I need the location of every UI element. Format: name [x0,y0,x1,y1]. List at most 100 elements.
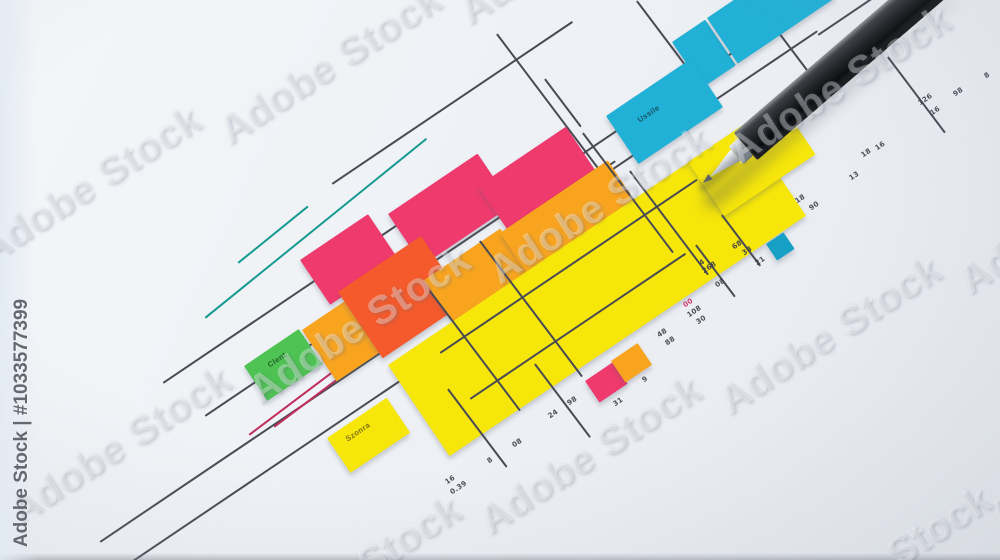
dark-line [204,213,504,417]
green-block [244,329,323,401]
tick-number: 98 [952,86,965,99]
dark-line [479,240,583,378]
cyan-strip-b [606,58,723,165]
crimson-line [248,295,434,436]
dark-line [754,0,810,74]
tick-number: 13 [848,170,861,183]
dark-line [695,244,736,298]
tick-number: 48 [656,327,669,340]
yellow-upper [688,100,816,216]
pen-ball-tip [701,174,713,186]
teal-line [237,205,309,264]
dark-line [447,388,508,468]
tick-number: 00 [682,297,695,310]
tick-number: 88 [664,335,677,348]
watermark-left-strip [0,0,38,560]
tick-number: 18 [860,147,873,160]
watermark-text: Adobe Stock [720,0,959,173]
tick-number: 38 [741,245,754,258]
dark-line [162,208,421,384]
tick-number: 16 [444,474,457,487]
tick-number: 24 [547,408,560,421]
pen-barrel [733,0,969,161]
pink-seg-3 [478,126,611,253]
dark-line [469,252,686,400]
dark-line [629,170,709,276]
orange-seg-1 [302,271,423,382]
ballpoint-pen [691,0,970,197]
tick-number: 18 [794,193,807,206]
teal-line [204,137,427,319]
tick-number: 4 [698,258,707,268]
yellow-main [388,124,806,457]
stock-id-watermark: Adobe Stock | #1033577399 [11,298,32,548]
dark-line [609,30,818,172]
dark-line [479,37,755,224]
dark-line [331,20,573,185]
watermark-text: Adobe Stock [470,366,709,543]
tick-number: 16 [929,105,942,118]
orange-small-block [611,343,653,383]
tick-number: 108 [686,304,704,320]
dark-line [887,56,946,134]
dark-line [544,78,582,128]
watermark-text: Adobe Stock [761,477,1000,560]
crimson-line [273,278,471,428]
pink-seg-1 [300,214,399,305]
pen-tip-shadow [697,154,741,194]
pink-small-block [585,361,628,403]
dark-line [721,214,762,267]
watermark-text: Adobe Stock [710,246,949,423]
dark-line [132,280,548,560]
dark-line [439,178,698,354]
watermark-text: Adobe Stock [950,127,1000,303]
dark-line [429,290,521,412]
cyan-square [766,232,795,261]
dark-line [534,363,592,438]
watermark-text: Adobe Stock [210,0,449,153]
pen-ferrule [728,137,753,164]
dark-line [496,33,603,175]
tick-number: 16 [874,140,887,153]
yellow-small-block [327,397,411,473]
paper-bottom-edge [0,553,1000,560]
tick-number: 08 [714,277,727,290]
tick-number: 98 [566,395,579,408]
tick-number: 126 [917,92,935,108]
tick-number: 0.39 [449,479,469,497]
watermark-text: Adobe Stock [480,116,719,293]
dark-line [817,0,877,36]
watermark-text: Adobe Stock [231,487,470,560]
cyan-strip-a1 [672,19,736,88]
tick-number: 8 [486,456,495,466]
orange-seg-3 [500,160,643,285]
green-block-label: Clent [266,350,289,370]
pink-seg-2 [388,153,513,266]
pen-cone [705,149,741,183]
tick-number: 21 [754,255,767,268]
tick-number: 90 [808,200,821,213]
tick-number: 9 [641,375,650,385]
pen-shadow [698,0,964,214]
watermark-text: Adobe Stock [240,236,479,413]
dark-line [636,0,707,94]
tick-number: 8 [983,71,992,81]
cyan-strip-label: Ussile [636,103,662,125]
yellow-small-label: Szonra [344,420,372,444]
tick-number: 31 [612,396,625,409]
orange-seg-2 [424,228,534,330]
watermark-text: Adobe Stock [980,362,1000,538]
tick-number: 268 [701,260,719,276]
dark-line [582,132,674,254]
tick-number: 08 [511,437,524,450]
deep-orange-block [338,236,466,359]
